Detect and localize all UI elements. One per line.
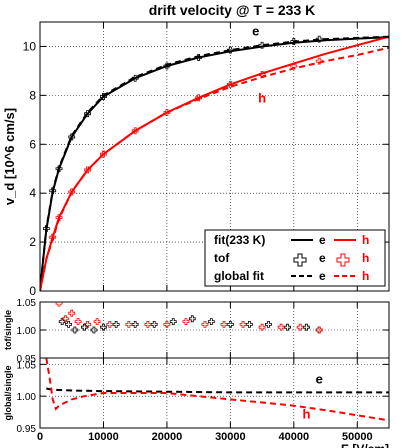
data-point-h: [182, 318, 190, 325]
y-tick-label: 1.05: [17, 298, 37, 309]
x-tick-label: 40000: [279, 431, 310, 443]
legend-global-e-label: e: [319, 269, 326, 283]
data-point-h: [125, 321, 133, 328]
legend-label-global: global fit: [214, 269, 264, 283]
global-ratio-panel: 0.95 1.00 1.05 0 10000 20000 30000 40000 50000 gl…: [3, 357, 390, 448]
data-point-e: [71, 326, 79, 334]
data-point-e: [90, 326, 98, 334]
data-point-e: [65, 321, 72, 328]
data-point-h: [93, 318, 101, 325]
legend-label-tof: tof: [214, 251, 230, 265]
legend-fit-e-label: e: [319, 233, 326, 247]
y-axis-label: tof/single: [3, 310, 13, 350]
data-point-h: [163, 321, 171, 328]
data-point-h: [84, 321, 91, 328]
data-layer: [45, 358, 389, 422]
main-panel: 0 2 4 6 8 10 v_d [10^6 cm/s] e h: [2, 21, 390, 298]
data-point-e: [131, 321, 139, 328]
data-point-e: [207, 318, 215, 325]
series-line-h: [45, 358, 389, 422]
series-line-e: [40, 35, 389, 291]
y-tick-label: 0.95: [17, 424, 37, 435]
y-tick-label: 1.00: [17, 326, 37, 337]
series-line-h: [40, 46, 389, 291]
series-line-e: [40, 36, 389, 291]
annotation-h: h: [303, 406, 311, 421]
plot-frame: [39, 21, 390, 292]
tof-ratio-panel: 0.95 1.00 1.05 tof/single: [3, 298, 390, 365]
legend-tof-e-marker: [293, 253, 307, 267]
y-tick-label: 10: [23, 39, 37, 53]
x-tick-label: 0: [37, 431, 43, 443]
data-point-h: [315, 326, 323, 334]
data-point-e: [258, 41, 266, 49]
data-point-h: [61, 315, 69, 323]
plot-frame: [39, 357, 390, 429]
data-point-h: [239, 321, 247, 328]
data-point-e: [150, 321, 158, 328]
y-tick-label: 2: [29, 235, 36, 249]
data-point-e: [303, 323, 310, 331]
legend-fit-h-label: h: [362, 233, 369, 247]
x-tick-label: 20000: [152, 431, 183, 443]
data-point-e: [265, 321, 272, 328]
series-line-e: [46, 387, 389, 394]
data-point-e: [188, 315, 196, 323]
x-tick-label: 10000: [88, 431, 119, 443]
legend-tof-h-marker: [336, 253, 350, 267]
y-tick-label: 0: [29, 284, 36, 298]
y-tick-label: 1.05: [17, 360, 37, 371]
x-tick-label: 30000: [215, 431, 246, 443]
data-point-e: [284, 323, 291, 331]
annotation-h: h: [258, 91, 266, 106]
legend-label-fit: fit(233 K): [214, 233, 265, 247]
y-tick-label: 0.95: [17, 354, 37, 365]
data-point-h: [315, 57, 323, 65]
y-axis-label: v_d [10^6 cm/s]: [2, 108, 17, 205]
annotation-e: e: [316, 371, 323, 386]
data-point-e: [58, 318, 66, 325]
data-point-h: [277, 323, 285, 331]
legend: fit(233 K) e h tof e h global fit e h: [204, 229, 386, 287]
y-tick-label: 1.00: [17, 392, 37, 403]
data-point-h: [55, 302, 63, 307]
x-axis-label: E [V/cm]: [341, 442, 389, 448]
data-point-e: [112, 321, 120, 328]
data-point-e: [100, 323, 107, 331]
y-tick-label: 6: [29, 137, 36, 151]
legend-tof-e-label: e: [319, 251, 326, 265]
data-point-e: [81, 323, 88, 331]
data-point-e: [315, 35, 323, 43]
data-layer: [55, 302, 323, 334]
legend-tof-h-label: h: [362, 251, 369, 265]
y-tick-label: 8: [29, 88, 36, 102]
x-tick-label: 50000: [342, 431, 373, 443]
y-tick-label: 4: [29, 186, 36, 200]
data-point-h: [201, 321, 209, 328]
y-axis-label: global/single: [3, 365, 13, 420]
data-point-e: [246, 321, 253, 328]
data-point-h: [144, 321, 152, 328]
data-point-h: [220, 321, 228, 328]
data-point-h: [74, 318, 82, 325]
data-point-e: [169, 318, 177, 325]
data-point-h: [258, 323, 266, 331]
data-point-h: [296, 323, 304, 331]
data-layer: [40, 35, 389, 291]
data-point-h: [68, 309, 76, 317]
legend-global-h-label: h: [362, 269, 369, 283]
annotation-e: e: [252, 23, 259, 38]
data-point-e: [226, 46, 234, 54]
chart-title: drift velocity @ T = 233 K: [149, 2, 316, 18]
data-point-h: [106, 321, 114, 328]
